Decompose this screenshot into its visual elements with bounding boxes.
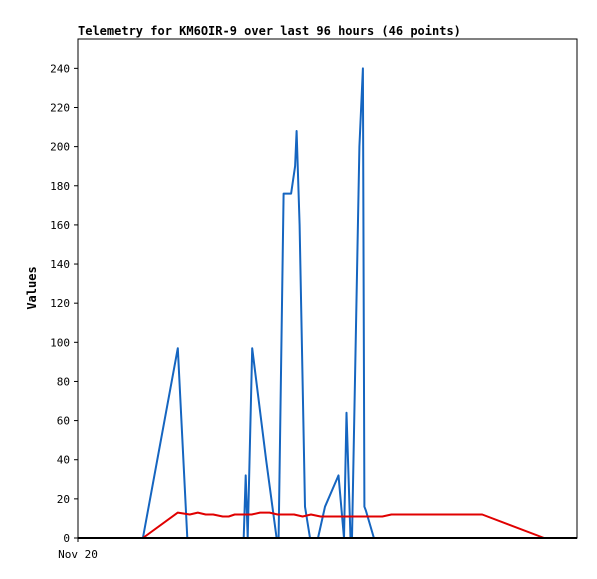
y-tick-label: 220 <box>50 101 70 114</box>
series-line-2 <box>142 511 545 539</box>
y-tick-label: 60 <box>57 415 70 428</box>
series-layer <box>141 67 545 539</box>
chart-title: Telemetry for KM6OIR-9 over last 96 hour… <box>78 24 461 38</box>
y-tick-label: 200 <box>50 141 70 154</box>
y-tick-label: 40 <box>57 454 70 467</box>
y-tick-label: 140 <box>50 258 70 271</box>
y-axis-ticks: 0 20 40 60 80 100 120 140 160 180 200 220 240 <box>50 62 78 545</box>
series-line-1 <box>141 67 375 539</box>
y-tick-label: 100 <box>50 336 70 349</box>
x-tick-label: Nov 20 <box>58 548 98 561</box>
y-tick-label: 80 <box>57 375 70 388</box>
y-axis-label: Values <box>25 266 39 309</box>
y-tick-label: 160 <box>50 219 70 232</box>
y-tick-label: 240 <box>50 62 70 75</box>
plot-frame <box>77 38 578 539</box>
y-tick-label: 20 <box>57 493 70 506</box>
y-tick-label: 180 <box>50 180 70 193</box>
y-tick-label: 120 <box>50 297 70 310</box>
y-tick-label: 0 <box>63 532 70 545</box>
